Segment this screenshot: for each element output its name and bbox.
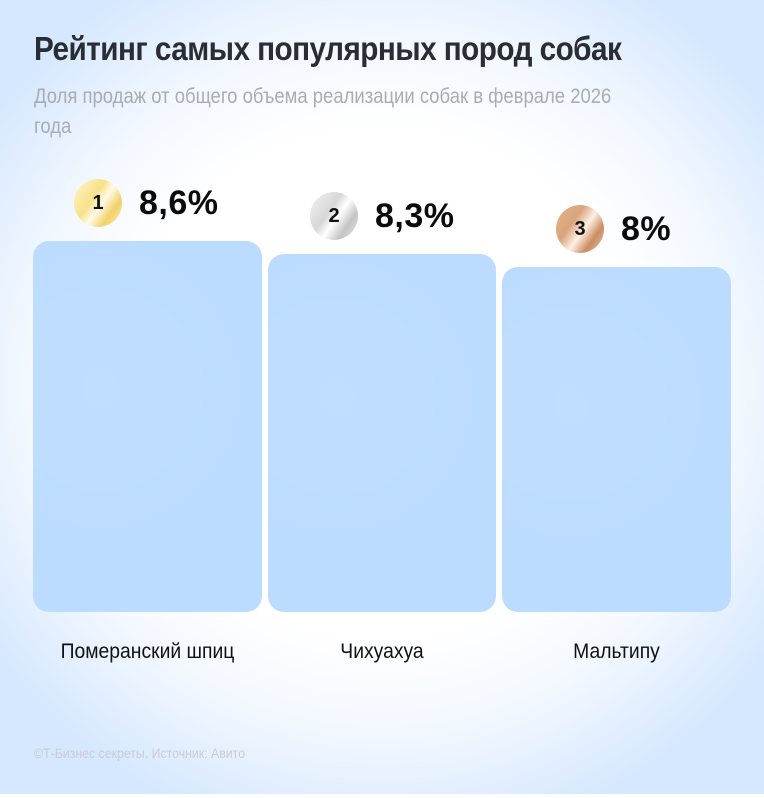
rank-number: 3 [574,217,586,240]
bar-value: 8% [621,209,672,248]
category-label: Чихуахуа [340,640,424,663]
chart-title: Рейтинг самых популярных пород собак [34,30,622,67]
silver-medal-icon: 2 [310,192,358,240]
rank-number: 1 [92,191,104,214]
gold-medal-icon: 1 [74,179,122,227]
bar-pomeranian [33,241,262,612]
chart-subtitle: Доля продаж от общего объема реализации … [34,85,612,138]
category-label: Мальтипу [573,640,660,663]
source-footer: ©Т-Бизнес секреты. Источник: Авито [34,745,246,761]
bar-value: 8,6% [139,183,219,222]
bar-label-1: 1 8,6% [74,179,219,227]
category-label: Померанский шпиц [60,640,235,663]
bar-value: 8,3% [375,196,455,235]
bar-label-2: 2 8,3% [310,192,455,240]
rank-number: 2 [328,204,340,227]
bronze-medal-icon: 3 [556,205,604,253]
bar-chihuahua [268,254,496,612]
bar-maltipoo [502,267,731,612]
bar-label-3: 3 8% [556,205,671,253]
